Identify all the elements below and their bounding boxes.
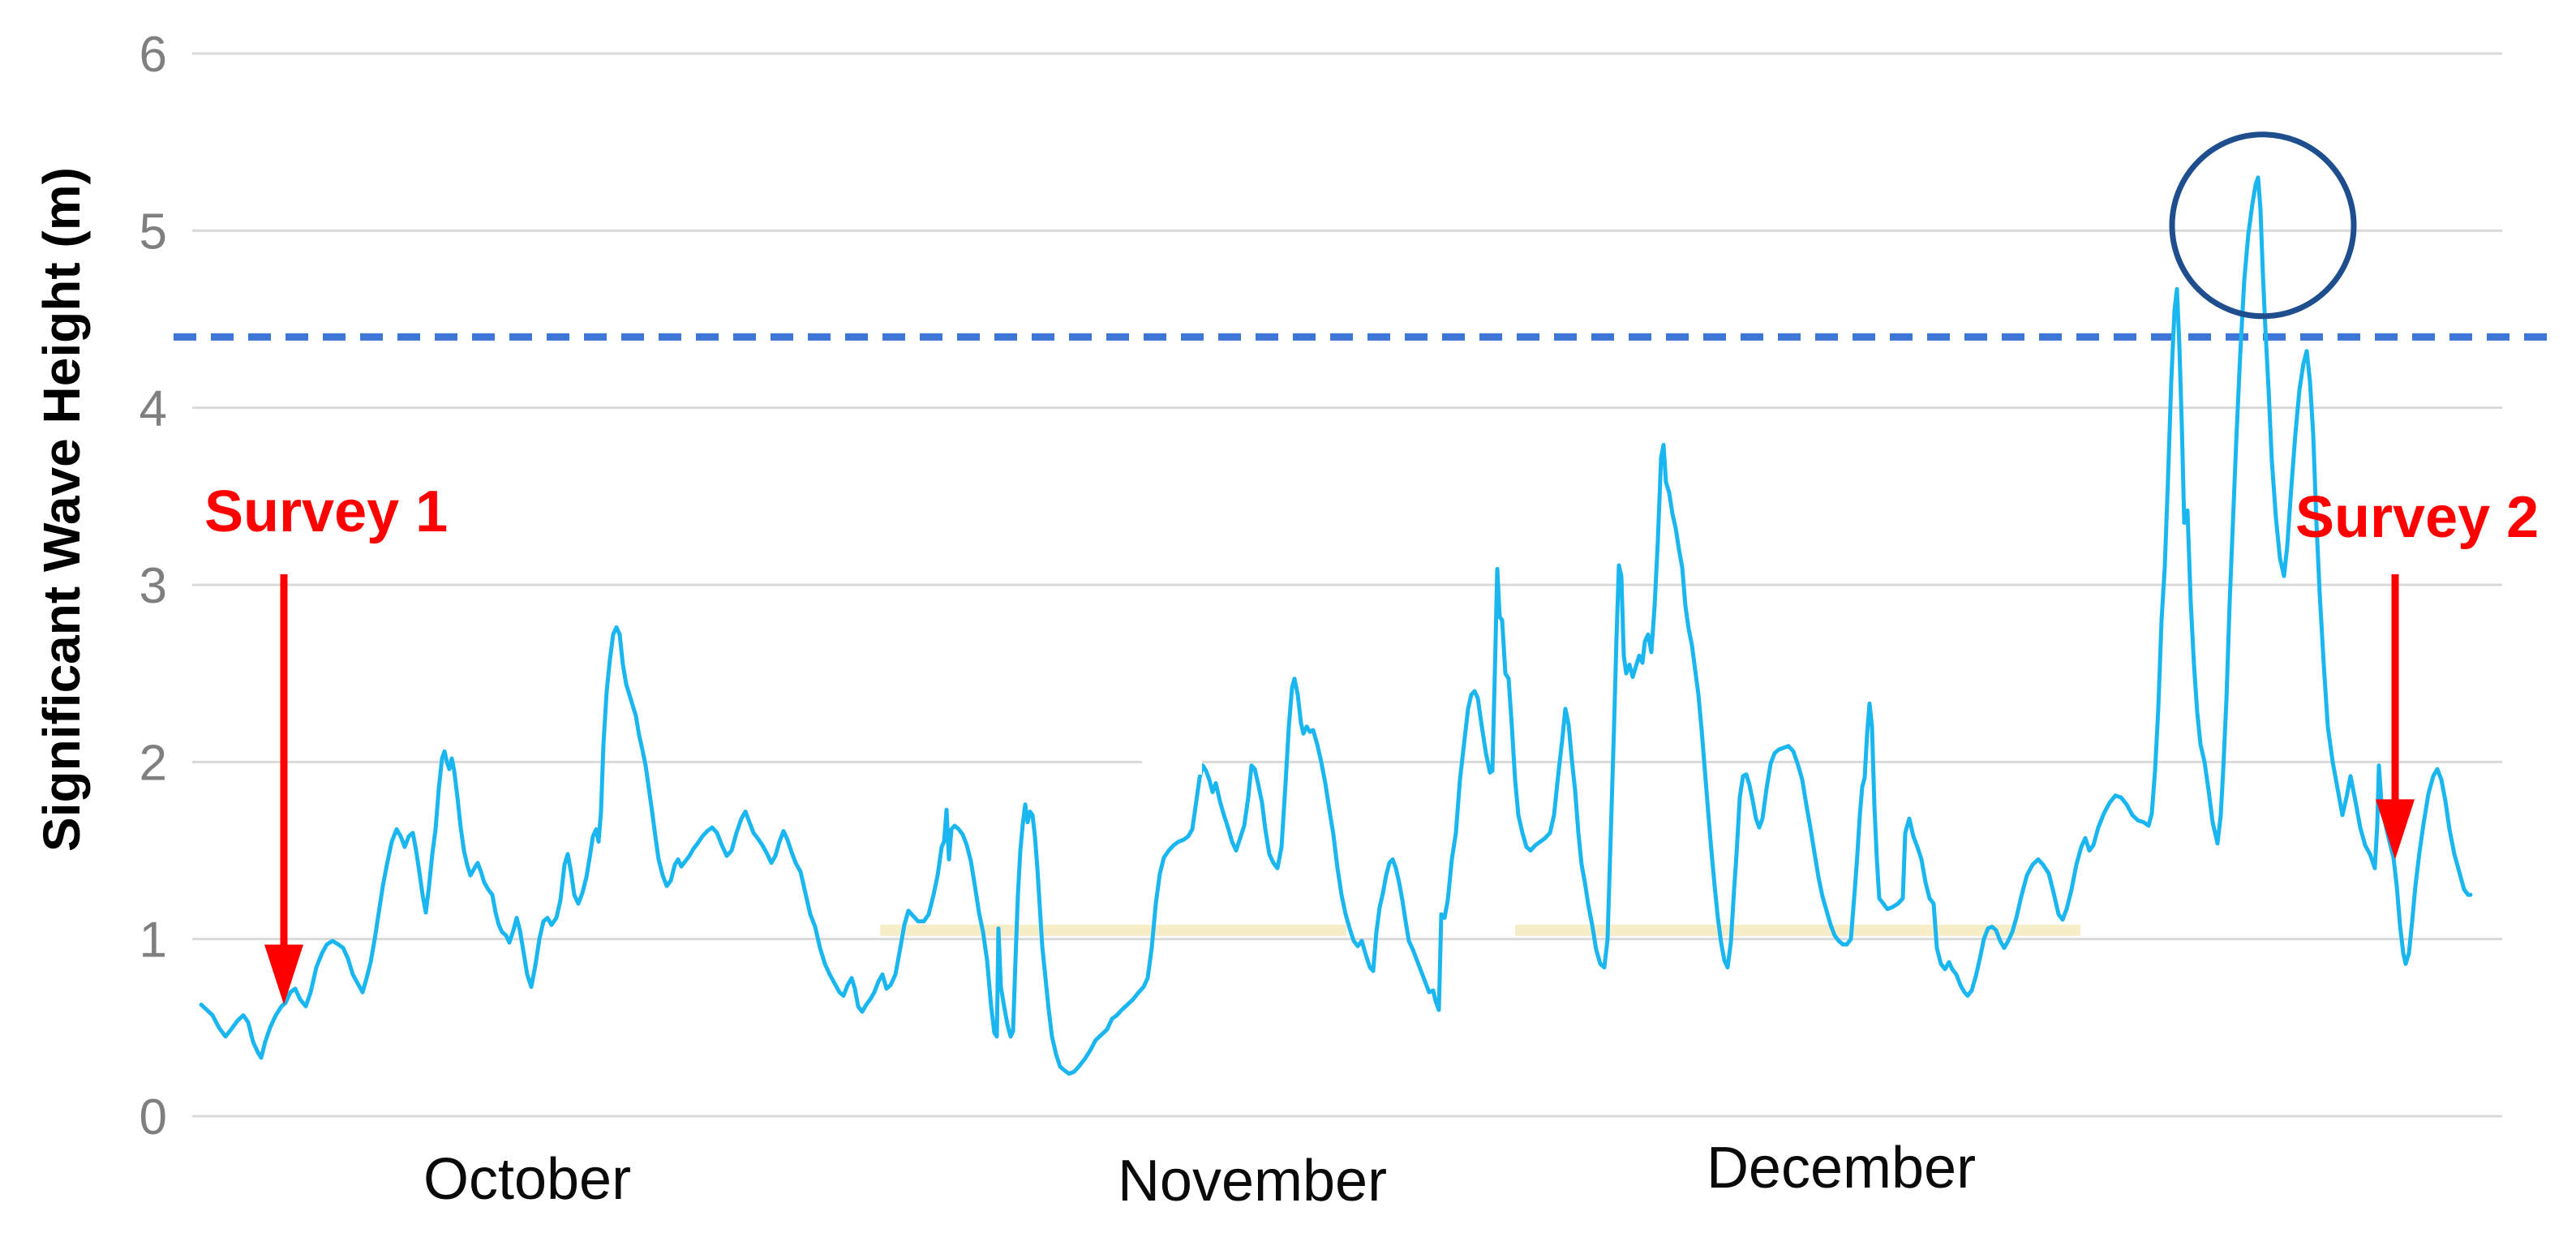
highlight-band-1 <box>880 924 1346 936</box>
survey-1-arrow-head <box>264 944 303 1005</box>
y-tick-label-0: 0 <box>140 1089 167 1145</box>
x-axis-label-october: October <box>423 1147 631 1212</box>
x-axis-label-november: November <box>1118 1149 1387 1214</box>
highlight-band-2 <box>1515 924 2080 936</box>
peak-circle-highlight <box>2169 131 2357 320</box>
y-tick-label-4: 4 <box>140 381 167 437</box>
y-tick-label-6: 6 <box>140 27 167 83</box>
y-axis-title: Significant Wave Height (m) <box>32 167 91 852</box>
survey-2-label: Survey 2 <box>2295 485 2539 550</box>
y-tick-label-1: 1 <box>140 913 167 969</box>
survey-2-arrow-head <box>2376 799 2415 860</box>
survey-1-label: Survey 1 <box>204 479 448 544</box>
x-axis-label-december: December <box>1707 1136 1976 1201</box>
y-tick-label-5: 5 <box>140 204 167 260</box>
y-tick-label-3: 3 <box>140 558 167 614</box>
y-tick-label-2: 2 <box>140 735 167 791</box>
white-patch-artifact <box>1142 734 1202 775</box>
wave-height-line <box>199 175 2473 1076</box>
